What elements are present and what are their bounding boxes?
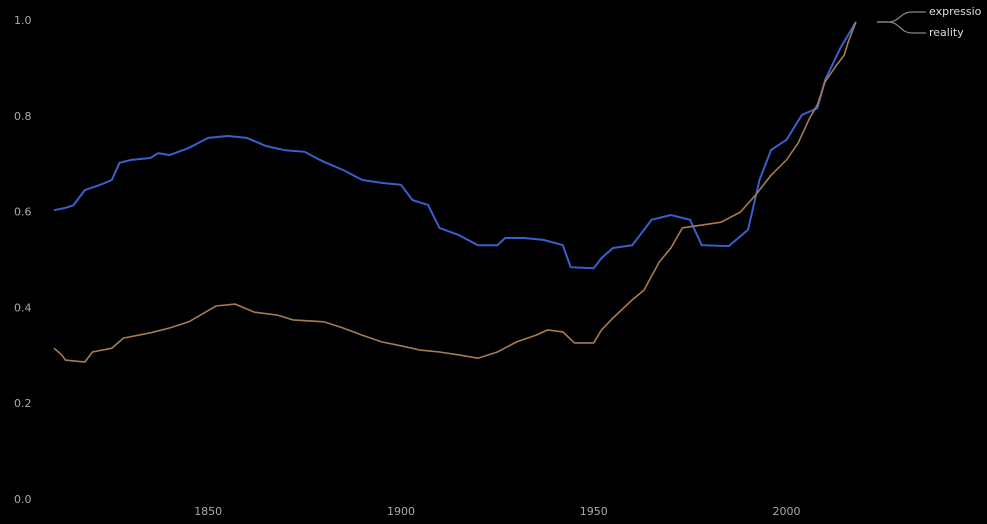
x-tick-label: 1950 (580, 505, 608, 518)
y-tick-label: 0.4 (14, 301, 32, 314)
y-tick-label: 0.0 (14, 493, 32, 506)
y-tick-label: 1.0 (14, 14, 32, 27)
y-tick-label: 0.6 (14, 206, 32, 219)
x-tick-label: 1900 (387, 505, 415, 518)
line-series (53, 21, 857, 363)
line-series (53, 21, 857, 270)
legend-connector (877, 21, 926, 34)
x-tick-label: 2000 (773, 505, 801, 518)
y-tick-label: 0.8 (14, 110, 32, 123)
legend-label: expressio (929, 5, 982, 18)
x-tick-label: 1850 (194, 505, 222, 518)
legend-label: reality (929, 26, 964, 39)
legend-connector (877, 11, 926, 23)
y-tick-label: 0.2 (14, 397, 32, 410)
